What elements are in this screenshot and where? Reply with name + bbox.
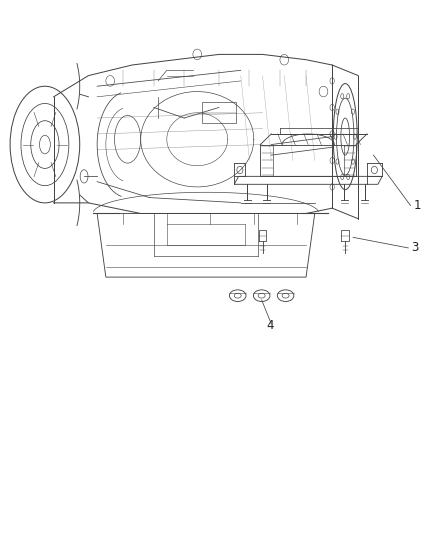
Text: 1: 1 — [413, 199, 421, 212]
Text: 4: 4 — [267, 319, 274, 333]
Text: 3: 3 — [411, 241, 419, 254]
